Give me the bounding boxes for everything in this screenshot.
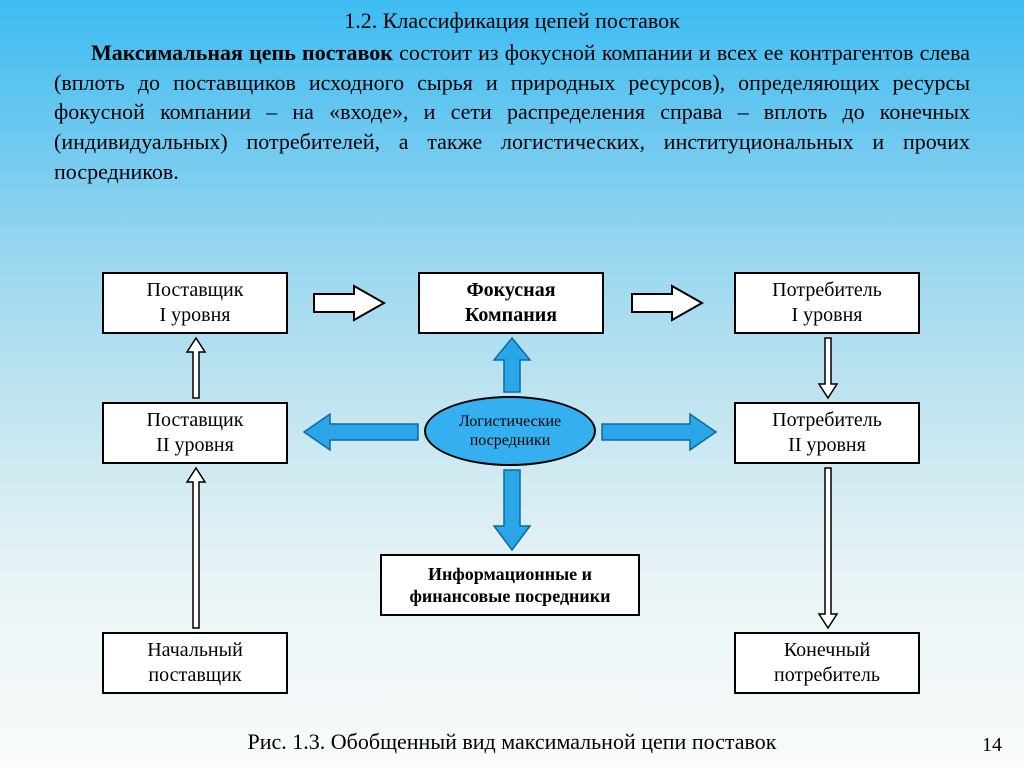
arrow-down-icon: [492, 468, 532, 552]
node-supplier-1: Поставщик I уровня: [102, 272, 288, 334]
label: Информационные и: [428, 563, 592, 586]
label: I уровня: [159, 303, 230, 328]
paragraph-lead: Максимальная цепь поставок: [91, 40, 393, 65]
node-supplier-2: Поставщик II уровня: [102, 402, 288, 464]
arrow-up-icon: [185, 466, 207, 630]
node-logistics: Логистические посредники: [424, 396, 596, 466]
label: Потребитель: [772, 278, 882, 303]
node-final-consumer: Конечный потребитель: [734, 632, 920, 694]
label: Компания: [465, 303, 557, 328]
label: поставщик: [148, 663, 241, 688]
arrow-right-icon: [628, 284, 708, 322]
label: финансовые посредники: [409, 585, 610, 608]
arrow-down-icon: [817, 336, 839, 400]
label: Фокусная: [466, 278, 555, 303]
arrow-left-icon: [302, 412, 420, 452]
label: Начальный: [147, 638, 243, 663]
arrow-right-icon: [600, 412, 718, 452]
label: потребитель: [774, 663, 880, 688]
page-title: 1.2. Классификация цепей поставок: [0, 0, 1024, 34]
arrow-right-icon: [310, 284, 390, 322]
node-info-financial: Информационные и финансовые посредники: [380, 554, 640, 616]
label: II уровня: [156, 433, 234, 458]
node-focus-company: Фокусная Компания: [418, 272, 604, 334]
arrow-down-icon: [817, 466, 839, 630]
label: I уровня: [791, 303, 862, 328]
paragraph: Максимальная цепь поставок состоит из фо…: [0, 34, 1024, 186]
page-number: 14: [982, 734, 1002, 757]
label: Логистические: [459, 413, 561, 430]
label: Поставщик: [147, 408, 244, 433]
label: Поставщик: [147, 278, 244, 303]
label: II уровня: [788, 433, 866, 458]
label: Конечный: [784, 638, 870, 663]
node-consumer-2: Потребитель II уровня: [734, 402, 920, 464]
arrow-up-icon: [185, 336, 207, 400]
label: посредники: [470, 432, 551, 449]
label: Потребитель: [772, 408, 882, 433]
node-initial-supplier: Начальный поставщик: [102, 632, 288, 694]
arrow-up-icon: [492, 336, 532, 394]
diagram: Поставщик I уровня Фокусная Компания Пот…: [0, 262, 1024, 742]
node-consumer-1: Потребитель I уровня: [734, 272, 920, 334]
figure-caption: Рис. 1.3. Обобщенный вид максимальной це…: [0, 729, 1024, 755]
